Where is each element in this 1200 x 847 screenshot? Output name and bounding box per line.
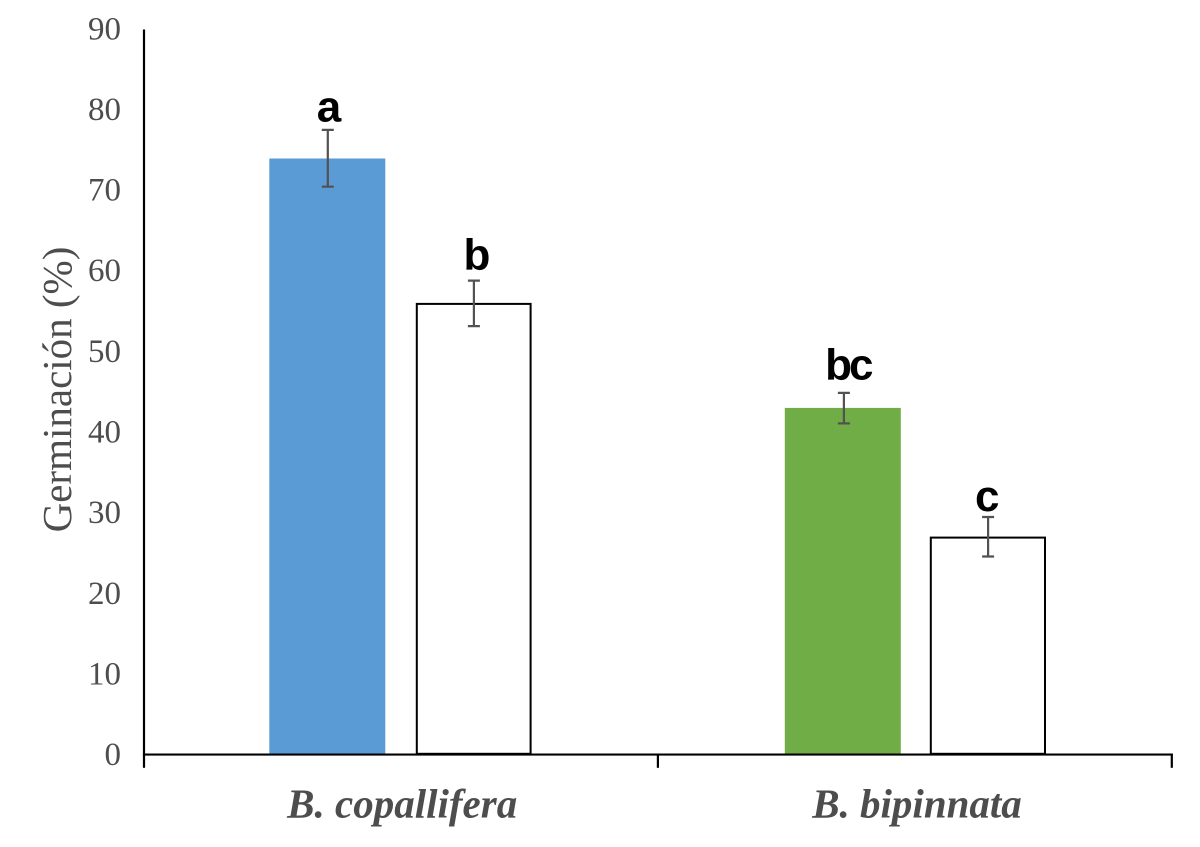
- svg-text:90: 90: [88, 11, 121, 47]
- svg-text:a: a: [317, 82, 342, 131]
- svg-text:70: 70: [88, 173, 121, 209]
- svg-text:0: 0: [105, 737, 122, 773]
- svg-text:B. copallifera: B. copallifera: [286, 780, 517, 826]
- svg-text:50: 50: [88, 334, 121, 370]
- svg-text:10: 10: [88, 657, 121, 693]
- svg-text:20: 20: [88, 576, 121, 612]
- svg-text:c: c: [975, 472, 999, 521]
- svg-text:60: 60: [88, 253, 121, 289]
- svg-text:80: 80: [88, 92, 121, 128]
- svg-text:30: 30: [88, 495, 121, 531]
- svg-text:bc: bc: [825, 341, 873, 390]
- svg-text:B. bipinnata: B. bipinnata: [811, 780, 1022, 826]
- svg-text:Germinación (%): Germinación (%): [34, 247, 80, 533]
- svg-text:40: 40: [88, 415, 121, 451]
- svg-text:b: b: [464, 231, 491, 280]
